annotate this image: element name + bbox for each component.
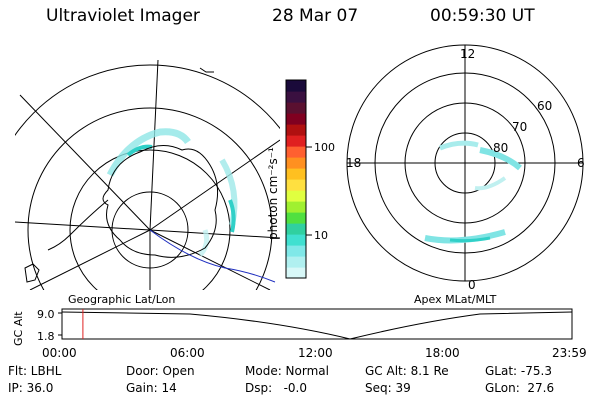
x-tick-1200: 12:00 (298, 346, 333, 360)
x-tick-2359: 23:59 (552, 346, 587, 360)
ip-readout: IP: 36.0 (8, 381, 54, 395)
lat-circle-outermost (15, 64, 280, 137)
colorbar-segment (286, 223, 306, 235)
colorbar-segment (286, 102, 306, 114)
colorbar-segment (286, 267, 306, 279)
seq-readout: Seq: 39 (365, 381, 411, 395)
colorbar-segment (286, 135, 306, 147)
header-time: 00:59:30 UT (430, 6, 535, 26)
colorbar-segment (286, 80, 306, 92)
timeline-axis-label: GC Alt (12, 311, 25, 346)
colorbar-segment (286, 168, 306, 180)
timeline-frame (61, 308, 573, 340)
gc-altitude-curve (61, 311, 573, 340)
terminator-line (149, 229, 276, 283)
mlat-label-60: 60 (537, 99, 552, 113)
colorbar-segment (286, 212, 306, 224)
colorbar-segment (286, 190, 306, 202)
lat-circle-mid (69, 149, 231, 290)
colorbar-segment (286, 113, 306, 125)
mlt-label-6: 6 (577, 156, 585, 170)
colorbar-segment (286, 245, 306, 257)
colorbar-segment (286, 179, 306, 191)
filter-readout: Flt: LBHL (8, 364, 62, 378)
mlt-label-12: 12 (460, 47, 475, 61)
colorbar-label-10: 10 (314, 229, 328, 242)
colorbar: 100 10 photon cm⁻²s⁻¹ (266, 79, 335, 279)
gain-readout: Gain: 14 (126, 381, 177, 395)
colorbar-frame (285, 79, 307, 279)
y-tick-1-8: 1.8 (37, 330, 55, 343)
mode-readout: Mode: Normal (245, 364, 329, 378)
colorbar-segment (286, 124, 306, 136)
aurora-emission-geographic (106, 128, 238, 257)
altitude-timeline: 9.0 1.8 GC Alt 00:00 06:00 12:00 18:00 2… (12, 308, 587, 360)
x-tick-0600: 06:00 (170, 346, 205, 360)
peninsula-coastline (47, 199, 109, 251)
colorbar-label-100: 100 (314, 141, 335, 154)
geographic-map (15, 60, 280, 290)
left-map-caption: Geographic Lat/Lon (68, 293, 176, 306)
africa-tip (199, 67, 214, 73)
mlt-label-18: 18 (346, 156, 361, 170)
instrument-title: Ultraviolet Imager (46, 6, 200, 26)
mlt-label-0: 0 (468, 278, 476, 292)
antarctica-coastline (102, 145, 219, 258)
right-map-caption: Apex MLat/MLT (414, 293, 497, 306)
aurora-oval (424, 140, 522, 244)
colorbar-segment (286, 201, 306, 213)
glat-readout: GLat: -75.3 (485, 364, 552, 378)
colorbar-segment (286, 157, 306, 169)
x-tick-0000: 00:00 (42, 346, 77, 360)
x-tick-1800: 18:00 (425, 346, 460, 360)
mlat-label-70: 70 (512, 120, 527, 134)
dsp-readout: Dsp: -0.0 (245, 381, 308, 395)
gc-alt-readout: GC Alt: 8.1 Re (365, 364, 449, 378)
colorbar-segment (286, 256, 306, 268)
glon-readout: GLon: 27.6 (485, 381, 555, 395)
colorbar-segment (286, 91, 306, 103)
lat-circle-outer (27, 107, 273, 290)
south-america-tip (24, 263, 40, 283)
colorbar-segment (286, 234, 306, 246)
colorbar-unit-label: photon cm⁻²s⁻¹ (266, 147, 280, 240)
y-tick-9: 9.0 (37, 308, 55, 321)
colorbar-segment (286, 146, 306, 158)
door-readout: Door: Open (126, 364, 195, 378)
header-date: 28 Mar 07 (272, 6, 359, 26)
magnetic-polar-plot: 12 6 0 18 60 70 80 (346, 44, 585, 292)
mlat-label-80: 80 (493, 141, 508, 155)
